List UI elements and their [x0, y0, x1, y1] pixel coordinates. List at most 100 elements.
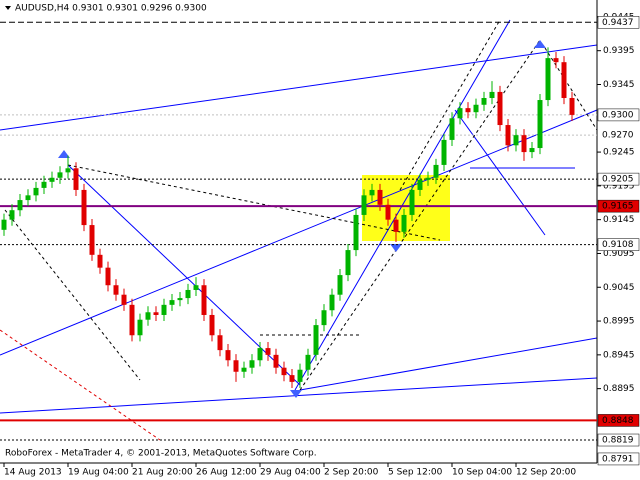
- trend-line: [0, 377, 598, 414]
- x-tick-label: 29 Aug 04:00: [260, 468, 321, 478]
- candle-body: [473, 104, 479, 113]
- candle-body: [145, 312, 151, 320]
- y-tick-label: 0.9195: [603, 181, 635, 191]
- x-tick-label: 19 Aug 04:00: [68, 468, 129, 478]
- candle-body: [441, 139, 447, 165]
- y-tick-label: 0.8995: [603, 317, 635, 327]
- x-tick-label: 12 Sep 20:00: [516, 468, 576, 478]
- candle-body: [337, 275, 343, 295]
- candle-body: [137, 319, 143, 336]
- candle-body: [433, 164, 439, 178]
- candle-body: [105, 267, 111, 286]
- projection-line: [299, 39, 541, 391]
- candle-body: [393, 219, 399, 232]
- candle-body: [321, 310, 327, 326]
- candle-body: [305, 354, 311, 370]
- x-tick-label: 26 Aug 12:00: [196, 468, 257, 478]
- candle-body: [449, 118, 455, 140]
- y-tick-label: 0.9145: [603, 215, 635, 225]
- projection-line: [0, 329, 161, 441]
- chart-title: AUDUSD,H4 0.9301 0.9301 0.9296 0.9300: [15, 4, 207, 14]
- candle-body: [193, 285, 199, 290]
- candle-body: [241, 367, 247, 372]
- candle-body: [425, 177, 431, 180]
- candle-body: [561, 62, 567, 99]
- candle-body: [129, 304, 135, 336]
- y-tick-label: 0.9045: [603, 283, 635, 293]
- candle-body: [329, 294, 335, 311]
- level-label: 0.9300: [602, 110, 634, 120]
- candle-body: [113, 285, 119, 295]
- level-label: 0.8791: [602, 454, 634, 464]
- candle-body: [505, 125, 511, 146]
- candle-body: [9, 210, 15, 220]
- y-tick-label: 0.9245: [603, 148, 635, 158]
- projection-line: [399, 19, 501, 191]
- y-tick-label: 0.9395: [603, 46, 635, 56]
- arrow-marker: [390, 244, 402, 252]
- candle-body: [57, 172, 63, 178]
- candle-body: [569, 98, 575, 115]
- candle-body: [553, 58, 559, 63]
- candle-body: [313, 325, 319, 355]
- candle-body: [41, 181, 47, 188]
- level-label-box: [597, 433, 640, 447]
- candle-body: [489, 91, 495, 99]
- candle-body: [1, 219, 7, 230]
- level-label: 0.8848: [602, 416, 634, 426]
- candle-body: [369, 189, 375, 196]
- x-tick-label: 10 Sep 04:00: [452, 468, 512, 478]
- arrow-marker: [58, 150, 70, 158]
- candle-body: [297, 369, 303, 382]
- candle-body: [497, 91, 503, 126]
- x-tick-label: 21 Aug 20:00: [132, 468, 193, 478]
- level-label: 0.9205: [602, 175, 634, 185]
- level-label-box: [597, 414, 640, 427]
- candle-body: [209, 314, 215, 336]
- candle-body: [49, 177, 55, 182]
- y-tick-label: 0.8895: [603, 384, 635, 394]
- trend-line: [299, 337, 598, 391]
- candle-body: [161, 304, 167, 315]
- candle-body: [281, 367, 287, 376]
- level-label-box: [597, 108, 640, 122]
- level-label: 0.8819: [602, 436, 634, 446]
- candle-body: [249, 360, 255, 368]
- candle-body: [273, 354, 279, 368]
- y-tick-label: 0.9345: [603, 80, 635, 90]
- candle-body: [201, 285, 207, 315]
- candle-body: [513, 135, 519, 146]
- candle-body: [17, 200, 23, 211]
- level-label: 0.9165: [602, 202, 634, 212]
- candle-body: [225, 350, 231, 361]
- trend-line: [0, 44, 598, 131]
- level-label-box: [597, 16, 640, 29]
- candle-body: [545, 58, 551, 101]
- level-label-box: [597, 199, 640, 213]
- candle-body: [289, 375, 295, 382]
- x-tick-label: 5 Sep 12:00: [388, 468, 443, 478]
- analysis-drawings: [0, 19, 598, 441]
- level-label-box: [597, 238, 640, 251]
- projection-line: [4, 209, 141, 381]
- candle-body: [65, 168, 71, 173]
- y-tick-label: 0.9095: [603, 249, 635, 259]
- candle-body: [361, 195, 367, 215]
- level-label: 0.9108: [602, 240, 634, 250]
- candle-body: [537, 100, 543, 149]
- candle-body: [377, 189, 383, 205]
- x-tick-label: 2 Sep 20:00: [324, 468, 379, 478]
- candle-body: [153, 312, 159, 315]
- projection-line: [544, 47, 598, 131]
- candle-body: [257, 348, 263, 361]
- candle-body: [169, 300, 175, 305]
- candle-body: [33, 187, 39, 196]
- candle-body: [465, 108, 471, 113]
- trend-line: [0, 109, 598, 356]
- trend-line: [294, 19, 511, 391]
- candle-body: [385, 204, 391, 220]
- level-label-box: [597, 172, 640, 186]
- y-tick-label: 0.8945: [603, 350, 635, 360]
- trend-line: [454, 109, 546, 236]
